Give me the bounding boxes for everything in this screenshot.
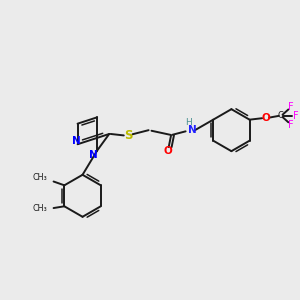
Text: S: S [124,129,132,142]
Text: CH₃: CH₃ [33,204,48,213]
Text: N: N [89,150,98,160]
Text: H: H [185,118,192,127]
Text: O: O [163,146,172,157]
Text: CH₃: CH₃ [33,173,48,182]
Text: F: F [292,111,298,121]
Text: N: N [72,136,80,146]
Text: O: O [261,113,270,123]
Text: F: F [289,120,294,130]
Text: F: F [289,102,294,112]
Text: N: N [188,125,197,135]
Text: C: C [277,111,283,120]
